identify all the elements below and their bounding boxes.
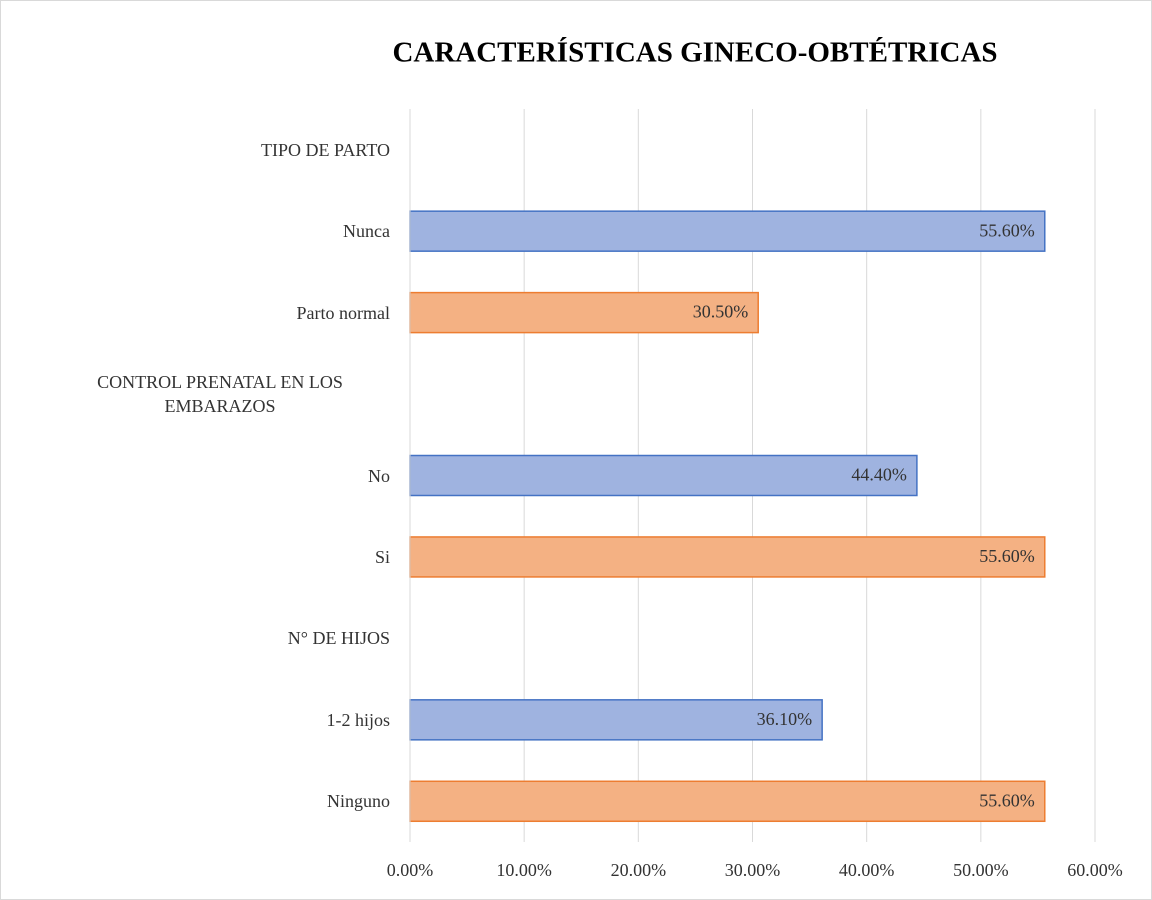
bar: [409, 699, 823, 741]
x-tick-label: 50.00%: [953, 860, 1009, 880]
y-tick-label: Parto normal: [296, 302, 390, 323]
bar: [409, 210, 1046, 252]
x-tick-label: 40.00%: [839, 860, 895, 880]
x-tick-label: 20.00%: [611, 860, 667, 880]
y-tick-label: No: [368, 465, 390, 486]
x-tick-label: 30.00%: [725, 860, 781, 880]
y-tick-label: CONTROL PRENATAL EN LOS EMBARAZOS: [97, 372, 343, 417]
y-tick-label: N° DE HIJOS: [287, 628, 390, 649]
y-tick-label: Nunca: [343, 221, 390, 242]
data-label: 55.60%: [979, 546, 1035, 566]
y-tick-label: 1-2 hijos: [326, 709, 390, 730]
bar: [409, 536, 1046, 578]
chart-title: CARACTERÍSTICAS GINECO-OBTÉTRICAS: [392, 36, 997, 69]
x-tick-label: 10.00%: [496, 860, 552, 880]
y-tick-label: Si: [374, 546, 390, 567]
data-label: 36.10%: [757, 709, 813, 729]
data-label: 55.60%: [979, 220, 1035, 240]
bar: [409, 780, 1046, 823]
data-label: 30.50%: [693, 302, 749, 322]
x-tick-label: 0.00%: [387, 860, 434, 880]
y-tick-label: TIPO DE PARTO: [261, 139, 390, 160]
bar: [409, 454, 918, 497]
data-label: 55.60%: [979, 790, 1035, 810]
y-tick-label: Ninguno: [327, 791, 390, 812]
x-tick-label: 60.00%: [1067, 860, 1123, 880]
data-label: 44.40%: [851, 465, 907, 485]
